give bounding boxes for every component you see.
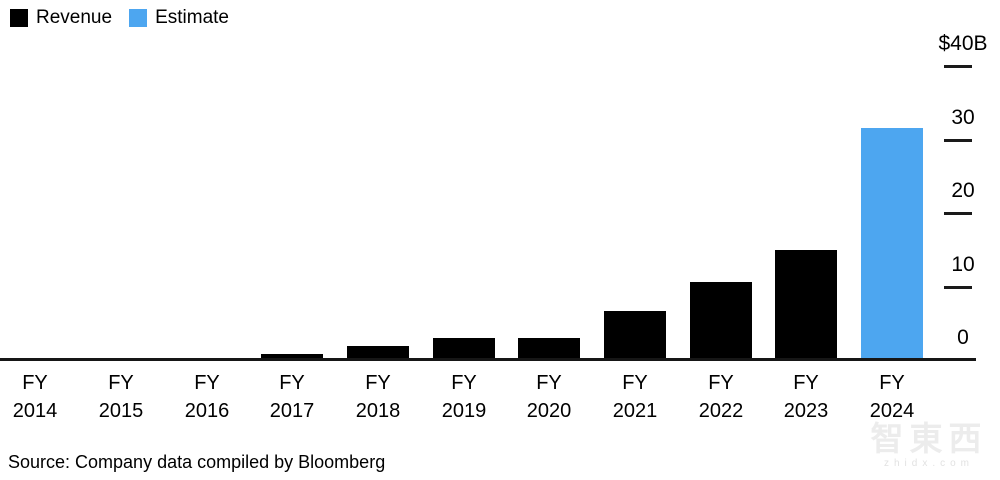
x-axis-line: [0, 358, 976, 361]
y-tick-label-40: $40B: [938, 32, 988, 55]
bar-fy-2022: [690, 282, 752, 360]
bar-fy-2017: [261, 354, 323, 360]
revenue-swatch-icon: [10, 9, 28, 27]
bar-fy-2023: [775, 250, 837, 360]
x-tick-label-fy-2016: FY 2016: [184, 372, 230, 422]
y-tick-label-30: 30: [951, 106, 975, 129]
estimate-swatch-icon: [129, 9, 148, 27]
bar-fy-2019: [433, 338, 495, 360]
legend-label-estimate: Estimate: [155, 7, 229, 28]
y-tick-label-20: 20: [951, 179, 975, 202]
x-tick-label-fy-2018: FY 2018: [355, 372, 401, 422]
x-tick-label-fy-2021: FY 2021: [612, 372, 658, 422]
y-tick-label-0: 0: [957, 326, 969, 349]
x-tick-label-fy-2023: FY 2023: [783, 372, 829, 422]
y-tick-label-10: 10: [951, 253, 975, 276]
y-tick-30: [944, 139, 972, 142]
x-tick-label-fy-2020: FY 2020: [526, 372, 572, 422]
x-tick-label-fy-2017: FY 2017: [269, 372, 315, 422]
watermark-url: zhidx.com: [883, 458, 974, 469]
x-tick-label-fy-2015: FY 2015: [98, 372, 144, 422]
legend: Revenue Estimate: [10, 7, 229, 29]
legend-label-revenue: Revenue: [36, 7, 113, 28]
legend-item-estimate: Estimate: [129, 7, 229, 29]
legend-item-revenue: Revenue: [10, 7, 112, 29]
bar-fy-2024: [861, 128, 923, 360]
bar-fy-2021: [604, 311, 666, 360]
source-note: Source: Company data compiled by Bloombe…: [8, 452, 386, 472]
y-tick-20: [944, 212, 972, 215]
x-tick-label-fy-2024: FY 2024: [869, 372, 915, 422]
x-tick-label-fy-2019: FY 2019: [441, 372, 487, 422]
y-tick-40: [944, 65, 972, 68]
watermark-logo: 智東西: [870, 420, 988, 457]
x-tick-label-fy-2022: FY 2022: [698, 372, 744, 422]
bar-fy-2018: [347, 346, 409, 360]
x-tick-label-fy-2014: FY 2014: [12, 372, 58, 422]
watermark: 智東西 zhidx.com: [862, 420, 996, 470]
bar-fy-2020: [518, 338, 580, 360]
y-tick-10: [944, 286, 972, 289]
